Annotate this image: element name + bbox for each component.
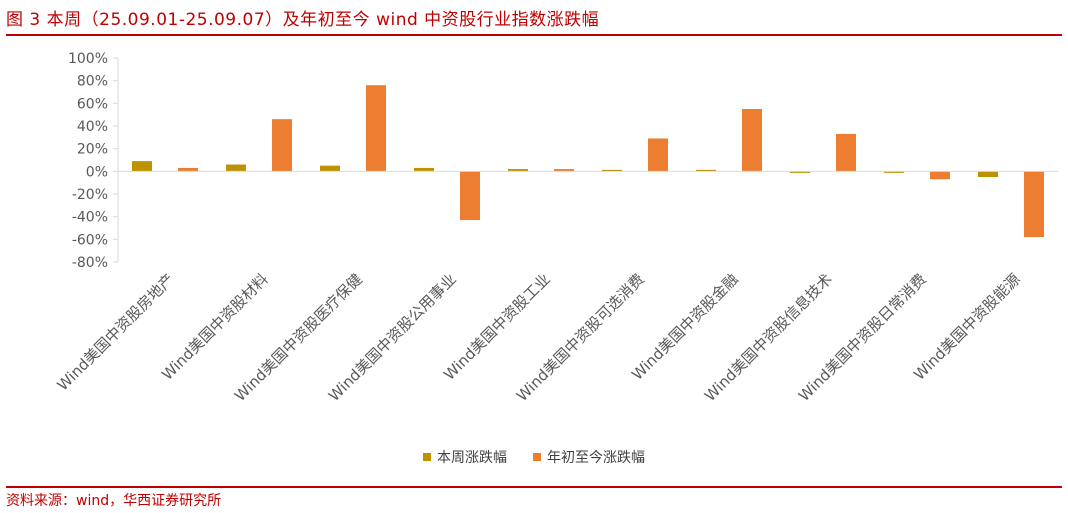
y-tick-label: -20% (72, 187, 108, 203)
bar-week (226, 164, 246, 172)
x-category-label: Wind美国中资股金融 (628, 270, 742, 384)
y-tick-label: 100% (68, 51, 108, 67)
bar-week (884, 171, 904, 173)
chart-legend: 本周涨跌幅 年初至今涨跌幅 (0, 447, 1068, 467)
legend-item-week: 本周涨跌幅 (423, 447, 507, 467)
bar-ytd (554, 169, 574, 172)
bar-week (320, 165, 340, 172)
top-divider (6, 34, 1062, 36)
source-note: 资料来源：wind，华西证券研究所 (6, 493, 222, 509)
y-tick-label: -80% (72, 255, 108, 271)
bar-week (696, 169, 716, 172)
legend-label-ytd: 年初至今涨跌幅 (547, 450, 645, 466)
bar-ytd (742, 109, 762, 172)
legend-label-week: 本周涨跌幅 (437, 450, 507, 466)
figure-title: 图 3 本周（25.09.01-25.09.07）及年初至今 wind 中资股行… (6, 10, 600, 30)
legend-item-ytd: 年初至今涨跌幅 (533, 447, 645, 467)
bar-week (602, 169, 622, 172)
bar-ytd (836, 133, 856, 172)
y-tick-label: 40% (77, 119, 108, 135)
x-category-label: Wind美国中资股材料 (158, 270, 272, 384)
bar-chart: -80% -60% -40% -20% 0% 20% 40% 60% 80% 100% Wind美国… (54, 51, 1058, 405)
x-category-label: Wind美国中资股能源 (910, 270, 1024, 384)
bar-week (790, 171, 810, 173)
bar-week (132, 161, 152, 172)
bar-week (508, 169, 528, 172)
bar-week (414, 167, 434, 172)
y-tick-label: 60% (77, 96, 108, 112)
bar-week (978, 171, 998, 177)
bar-ytd (1024, 171, 1044, 238)
bar-ytd (178, 167, 198, 172)
y-tick-label: 80% (77, 74, 108, 90)
bar-ytd (460, 171, 480, 221)
bottom-divider (6, 486, 1062, 488)
y-tick-label: -60% (72, 232, 108, 248)
legend-swatch-week (423, 453, 431, 461)
x-category-label: Wind美国中资股房地产 (54, 270, 178, 394)
bar-ytd (648, 138, 668, 172)
bar-ytd (930, 171, 950, 180)
legend-swatch-ytd (533, 453, 541, 461)
bar-ytd (366, 85, 386, 172)
y-tick-label: 20% (77, 142, 108, 158)
y-tick-label: -40% (72, 210, 108, 226)
x-category-label: Wind美国中资股工业 (440, 270, 554, 384)
y-tick-label: 0% (86, 164, 108, 180)
bar-ytd (272, 119, 292, 172)
